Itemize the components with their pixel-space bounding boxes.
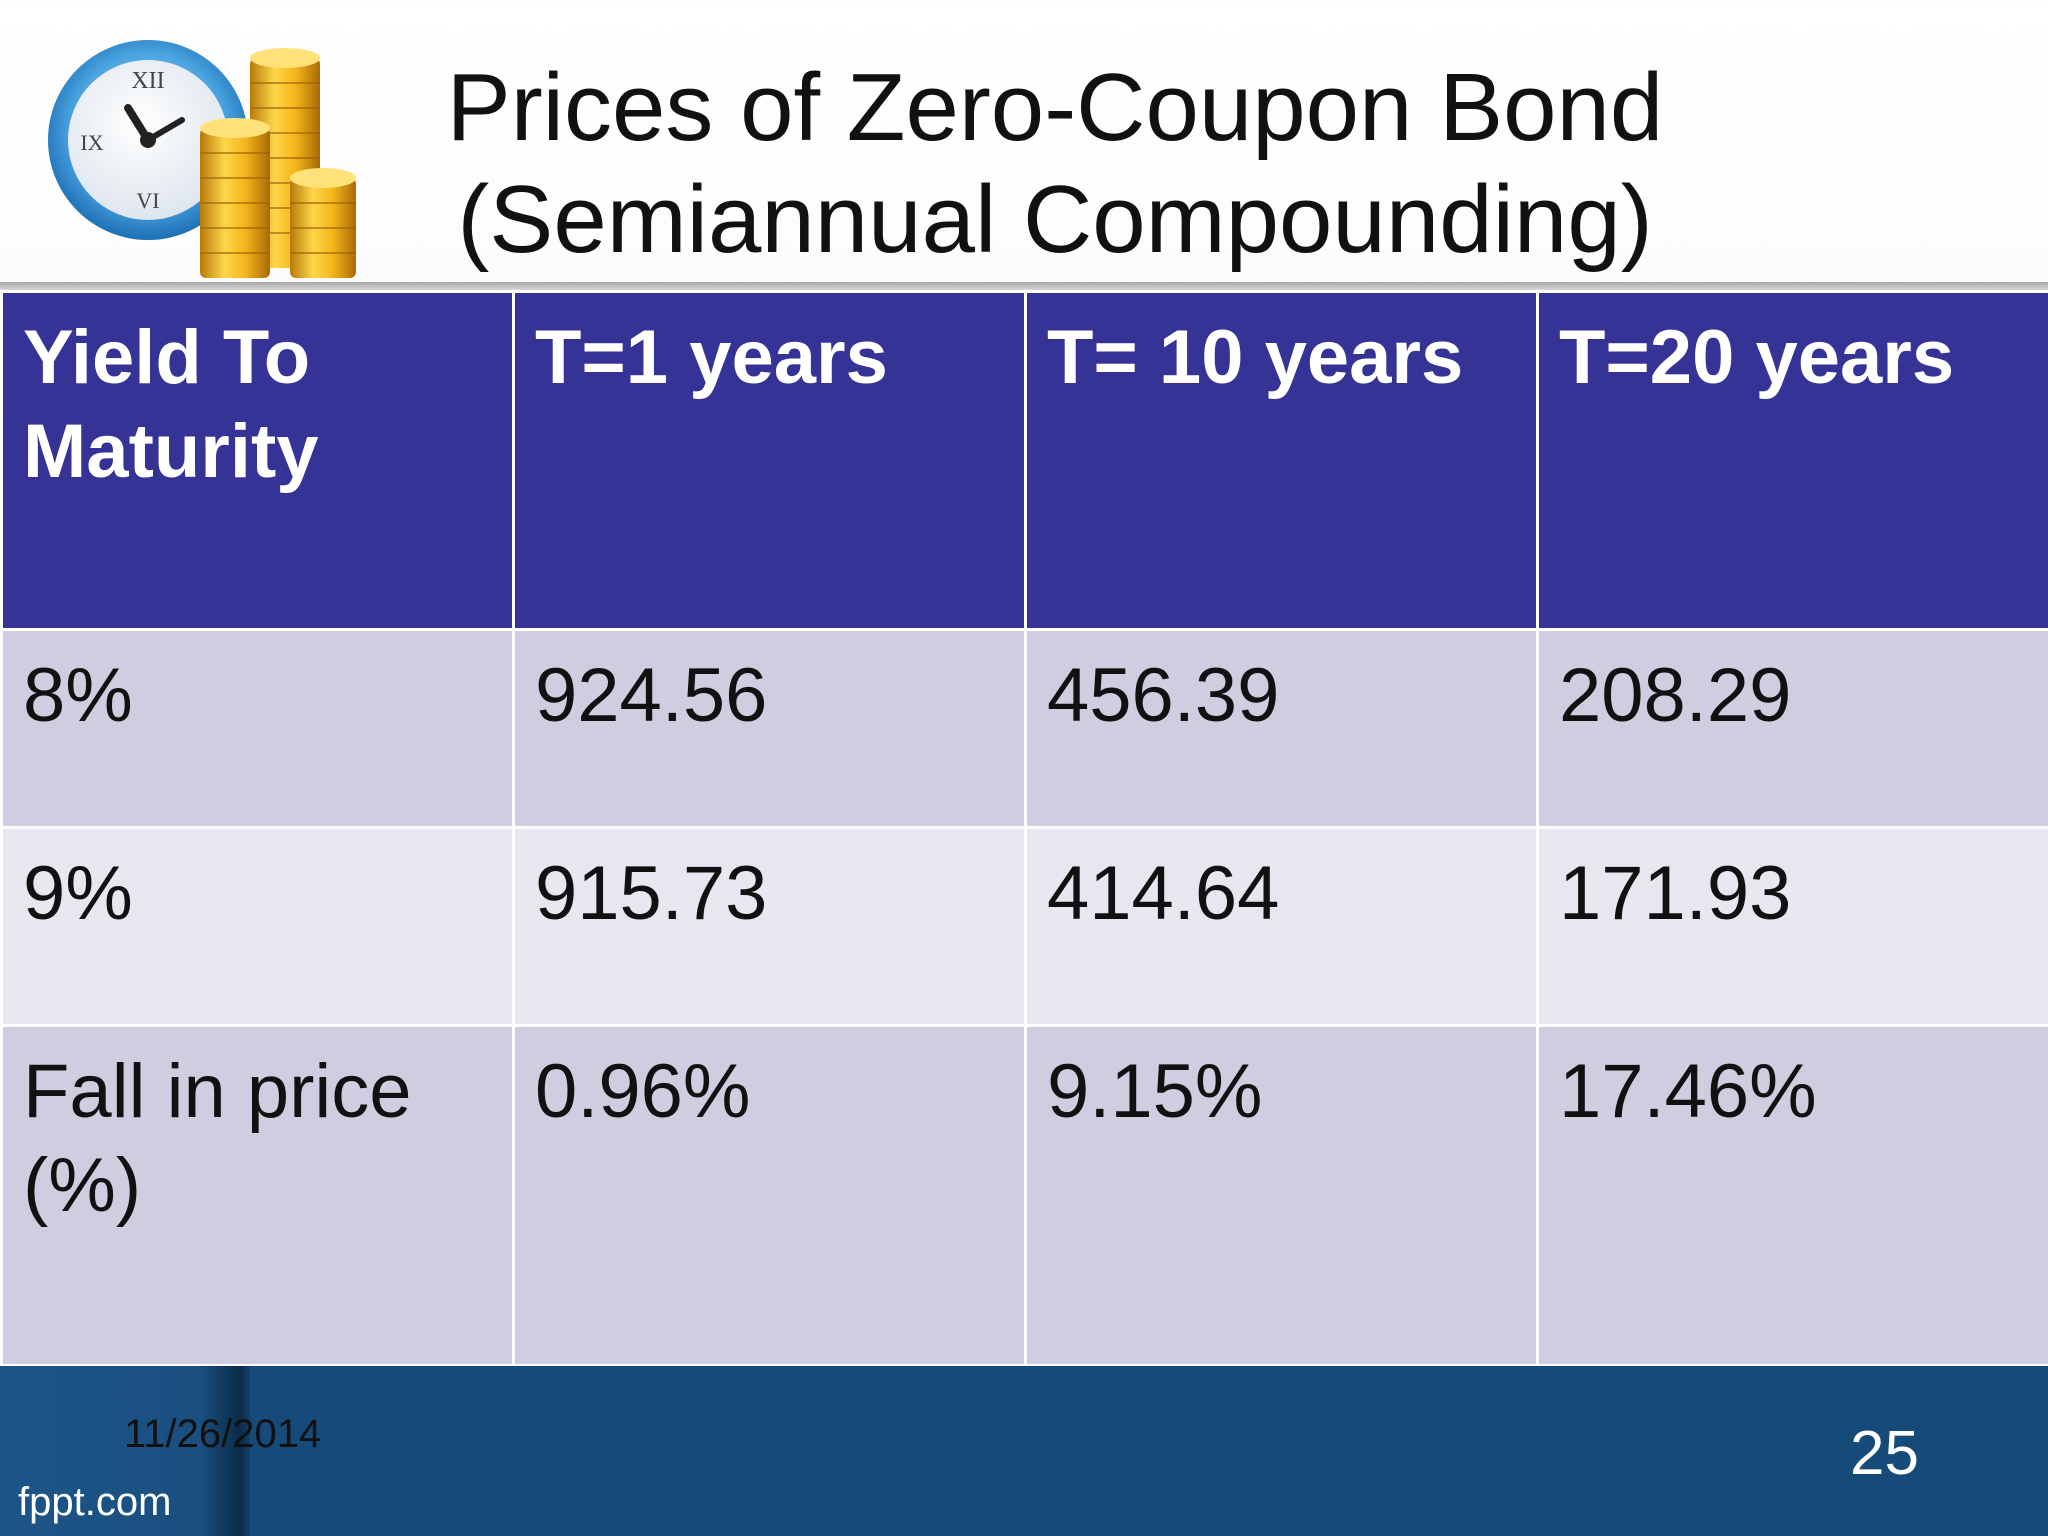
slide-title-line-1: Prices of Zero-Coupon Bond	[446, 54, 1664, 161]
svg-text:IX: IX	[80, 130, 103, 155]
slide-footer	[0, 1366, 2048, 1536]
slide-title-line-2: (Semiannual Compounding)	[457, 166, 1653, 273]
table-cell: 456.39	[1024, 628, 1539, 829]
header-t1-years: T=1 years	[512, 290, 1027, 631]
slide-page-number: 25	[1850, 1419, 1919, 1488]
slide-title: Prices of Zero-Coupon Bond (Semiannual C…	[390, 52, 1720, 276]
table-cell: 171.93	[1536, 826, 2048, 1027]
table-cell: 9%	[0, 826, 515, 1027]
table-cell: 9.15%	[1024, 1024, 1539, 1367]
table-cell: 915.73	[512, 826, 1027, 1027]
table-row: Fall in price (%) 0.96% 9.15% 17.46%	[0, 1024, 2048, 1367]
table-row: 8% 924.56 456.39 208.29	[0, 628, 2048, 829]
table-cell: Fall in price (%)	[0, 1024, 515, 1367]
bond-price-table: Yield To Maturity T=1 years T= 10 years …	[0, 290, 2048, 1367]
table-cell: 924.56	[512, 628, 1027, 829]
table-row: 9% 915.73 414.64 171.93	[0, 826, 2048, 1027]
table-cell: 414.64	[1024, 826, 1539, 1027]
table-header-row: Yield To Maturity T=1 years T= 10 years …	[0, 290, 2048, 631]
table-cell: 0.96%	[512, 1024, 1027, 1367]
slide-date: 11/26/2014	[124, 1412, 322, 1456]
table-cell: 208.29	[1536, 628, 2048, 829]
table-cell: 17.46%	[1536, 1024, 2048, 1367]
svg-text:VI: VI	[136, 188, 159, 213]
table-cell: 8%	[0, 628, 515, 829]
header-t20-years: T=20 years	[1536, 290, 2048, 631]
header-t10-years: T= 10 years	[1024, 290, 1539, 631]
footer-brand: fppt.com	[18, 1480, 172, 1524]
footer-accent-strip	[0, 1366, 250, 1536]
clock-with-coin-stacks-icon: XII IX VI	[48, 40, 356, 278]
header-yield-to-maturity: Yield To Maturity	[0, 290, 515, 631]
svg-text:XII: XII	[131, 68, 164, 94]
